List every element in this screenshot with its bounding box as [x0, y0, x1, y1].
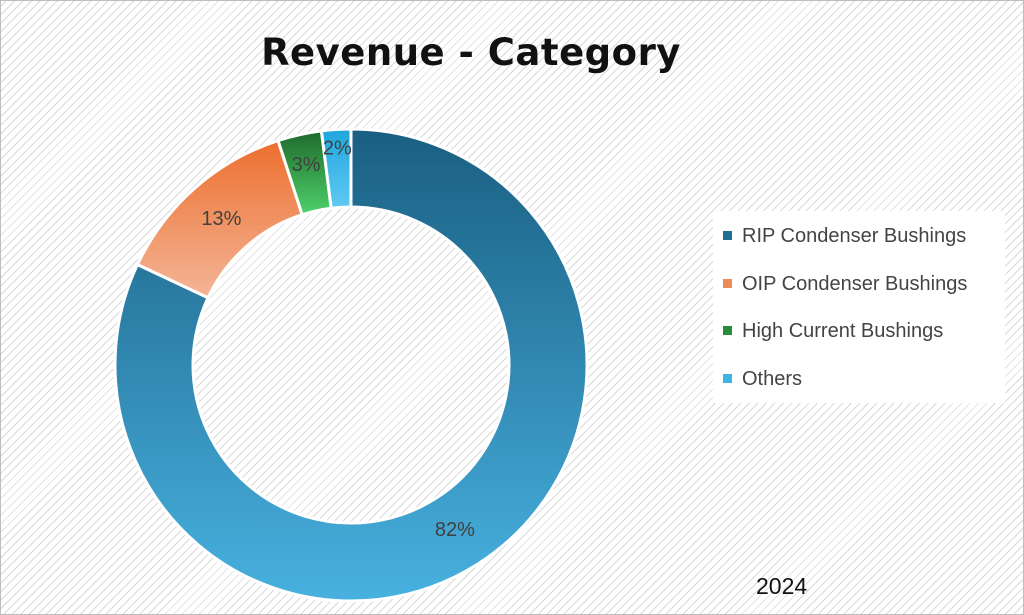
donut-labels: 82% 13% 3%2%: [201, 137, 475, 540]
legend-item-high-current: High Current Bushings: [723, 318, 943, 344]
legend-item-others: Others: [723, 366, 802, 392]
legend-label-high-current: High Current Bushings: [742, 320, 944, 342]
data-label-high-current: 3%: [292, 154, 321, 176]
chart-legend: RIP Condenser Bushings OIP Condenser Bus…: [713, 211, 1005, 403]
data-label-oip: 13%: [201, 208, 241, 230]
legend-swatch-others: [723, 374, 732, 384]
legend-item-rip: RIP Condenser Bushings: [723, 223, 966, 249]
donut-slices: [113, 127, 589, 603]
donut-slice-others: [319, 127, 353, 210]
legend-swatch-high-current: [723, 326, 732, 336]
data-label-rip: 82%: [435, 519, 475, 541]
legend-swatch-rip: [723, 231, 732, 241]
legend-item-oip: OIP Condenser Bushings: [723, 271, 967, 297]
year-annotation: 2024: [756, 573, 808, 599]
legend-label-oip: OIP Condenser Bushings: [742, 273, 968, 295]
legend-swatch-oip: [723, 279, 732, 289]
donut-slice-rip: [113, 127, 589, 603]
chart-title: Revenue - Category: [261, 31, 681, 74]
legend-label-rip: RIP Condenser Bushings: [742, 225, 967, 247]
legend-label-others: Others: [742, 368, 803, 390]
data-label-others: 2%: [323, 137, 352, 159]
